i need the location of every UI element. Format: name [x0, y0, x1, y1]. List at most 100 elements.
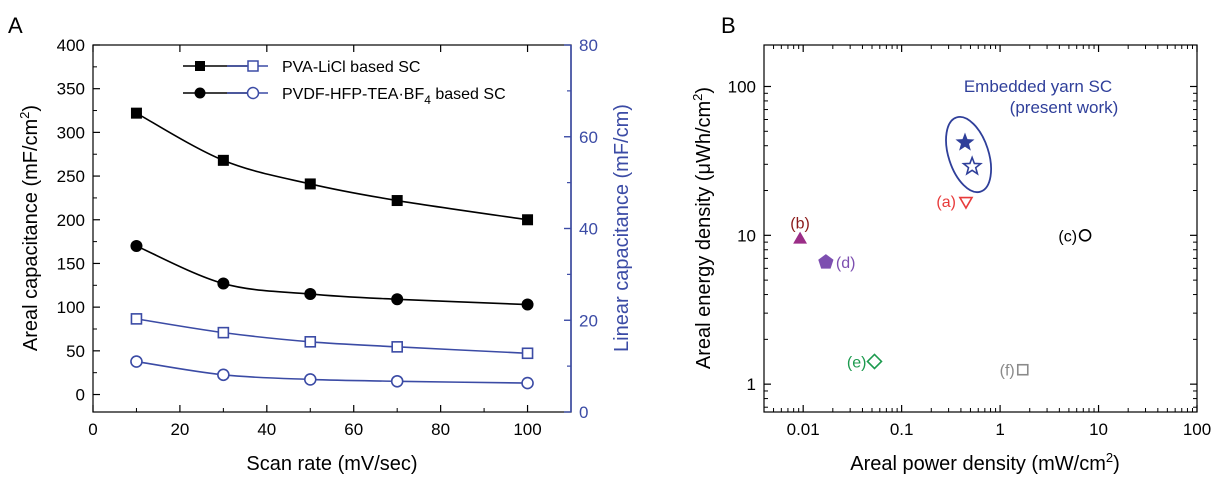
- data-point: [130, 107, 142, 119]
- legend-marker-circle-open: [246, 86, 260, 100]
- legend-marker-square-filled: [195, 61, 205, 71]
- panel-b-x-tick-labels: 0.01 0.1 1 10 100: [787, 420, 1212, 439]
- x-tick-label: 40: [257, 420, 276, 439]
- series-3: [130, 355, 534, 390]
- y-right-tick-label: 80: [579, 36, 598, 55]
- y-right-tick-label: 40: [579, 220, 598, 239]
- legend-entry-label: PVA-LiCl based SC: [282, 59, 420, 76]
- annotation-line-1: Embedded yarn SC: [964, 77, 1112, 96]
- panel-a-ticks: [92, 44, 571, 413]
- panel-a-y-left-tick-labels: 0 50 100 150 200 250 300 350 400: [57, 36, 85, 405]
- point-label-d: (d): [836, 255, 856, 272]
- point-d: [818, 254, 834, 269]
- series-line: [136, 360, 528, 384]
- y-right-tick-label: 20: [579, 311, 598, 330]
- y-tick-label: 10: [737, 226, 756, 245]
- series-2: [130, 313, 534, 360]
- legend-entry-pva-licl: PVA-LiCl based SC: [183, 59, 420, 76]
- x-tick-label: 10: [1089, 420, 1108, 439]
- point-label-b: (b): [790, 216, 810, 233]
- data-point: [391, 195, 403, 207]
- series-line: [136, 112, 528, 221]
- y-left-tick-label: 350: [57, 80, 85, 99]
- y-left-tick-label: 250: [57, 167, 85, 186]
- y-left-tick-label: 200: [57, 211, 85, 230]
- point-a: [958, 196, 974, 210]
- panel-a-y-right-axis-title: Linear capacitance (mF/cm): [611, 104, 633, 352]
- series-0: [130, 107, 534, 226]
- data-point: [303, 373, 317, 386]
- data-point: [217, 277, 230, 290]
- panel-a-y-right-tick-labels: 0 20 40 60 80: [579, 36, 598, 422]
- panel-b-y-tick-labels: 1 10 100: [728, 77, 756, 394]
- panel-a-x-tick-labels: 0 20 40 60 80 100: [88, 420, 541, 439]
- series-line: [136, 318, 528, 355]
- y-tick-label: 100: [728, 77, 756, 96]
- point-f: [1016, 363, 1029, 376]
- data-point: [390, 374, 404, 388]
- annotation-line-2: (present work): [1010, 98, 1119, 117]
- data-point: [522, 214, 534, 226]
- data-point: [130, 355, 143, 368]
- y-left-tick-label: 400: [57, 36, 85, 55]
- panel-b-points: [793, 132, 1092, 376]
- panel-b-y-axis-title: Areal energy density (μWh/cm2): [690, 87, 715, 369]
- data-point: [391, 341, 403, 353]
- panel-b-plot-frame: [763, 44, 1198, 413]
- series-1: [130, 239, 534, 311]
- point-label-e: (e): [847, 354, 867, 371]
- data-point: [521, 376, 534, 390]
- data-point: [217, 368, 230, 382]
- panel-b-point-labels: (a) (b) (c) (d) (e) (f): [790, 194, 1077, 380]
- y-left-tick-label: 0: [76, 386, 85, 405]
- panel-b-label: B: [721, 13, 736, 38]
- x-tick-label: 0: [88, 420, 97, 439]
- x-tick-label: 0.1: [890, 420, 914, 439]
- present-work-ellipse: [945, 116, 992, 194]
- panel-a-x-axis-title: Scan rate (mV/sec): [246, 453, 417, 475]
- data-point: [304, 336, 317, 348]
- panel-a-legend: PVA-LiCl based SC PVDF-HFP-TEA·BF4 based…: [183, 59, 506, 107]
- panel-a-label: A: [8, 13, 23, 38]
- y-right-tick-label: 0: [579, 403, 588, 422]
- x-tick-label: 20: [170, 420, 189, 439]
- y-tick-label: 1: [747, 375, 756, 394]
- point-present-0: [955, 132, 975, 151]
- data-point: [521, 347, 534, 360]
- data-point: [304, 288, 317, 301]
- point-e: [866, 353, 883, 370]
- y-left-tick-label: 50: [66, 342, 85, 361]
- series-line: [136, 245, 528, 306]
- data-point: [391, 293, 404, 306]
- panel-a-series: [130, 107, 534, 390]
- data-point: [521, 298, 534, 311]
- x-tick-label: 1: [995, 420, 1004, 439]
- x-tick-label: 60: [344, 420, 363, 439]
- panel-b-ticks: [764, 45, 1198, 412]
- panel-a: A 0 20 40 60 80 100 050100150200250300350400 …: [8, 13, 633, 475]
- x-tick-label: 100: [1183, 420, 1211, 439]
- point-c: [1078, 229, 1092, 242]
- y-left-tick-label: 150: [57, 254, 85, 273]
- x-tick-label: 100: [513, 420, 541, 439]
- legend-entry-pvdf-hfp: PVDF-HFP-TEA·BF4 based SC: [183, 86, 506, 107]
- x-tick-label: 80: [431, 420, 450, 439]
- point-b: [793, 231, 807, 244]
- x-tick-label: 0.01: [787, 420, 820, 439]
- point-label-c: (c): [1058, 228, 1077, 245]
- data-point: [130, 239, 143, 252]
- panel-b: B 0.01 0.1 1 10 100 1 10 100 (a) (b) (c) (d) (e) (f…: [690, 13, 1211, 475]
- data-point: [217, 154, 229, 166]
- y-left-tick-label: 300: [57, 123, 85, 142]
- y-right-tick-label: 60: [579, 128, 598, 147]
- data-point: [130, 313, 143, 325]
- point-label-a: (a): [936, 194, 956, 211]
- data-point: [217, 326, 230, 339]
- panel-a-y-left-axis-title: Areal capacitance (mF/cm2): [17, 105, 42, 351]
- panel-b-x-axis-title: Areal power density (mW/cm2): [850, 450, 1120, 475]
- data-point: [304, 178, 316, 190]
- legend-marker-square-open: [247, 60, 259, 72]
- y-left-tick-label: 100: [57, 298, 85, 317]
- point-present-1: [961, 155, 983, 176]
